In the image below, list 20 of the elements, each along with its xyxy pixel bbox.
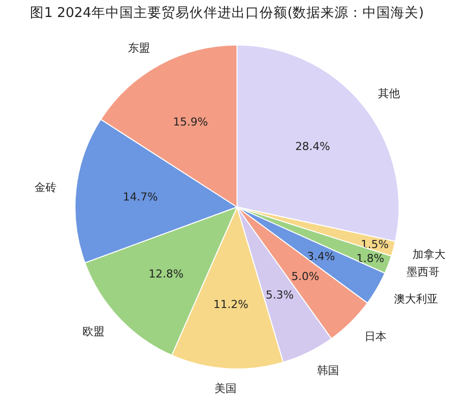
data-label: 14.7%: [122, 190, 158, 204]
slice-label: 其他: [378, 87, 400, 100]
data-label: 11.2%: [213, 298, 248, 312]
slice-label: 韩国: [316, 364, 339, 377]
slice-label: 墨西哥: [406, 266, 440, 279]
data-label: 28.4%: [295, 140, 330, 153]
data-label: 3.4%: [306, 250, 335, 263]
slice-label: 澳大利亚: [394, 292, 438, 306]
data-label: 15.9%: [172, 116, 208, 129]
slice-label: 金砖: [34, 181, 57, 194]
data-label: 5.0%: [291, 270, 320, 284]
slice-label: 加拿大: [412, 248, 446, 261]
slice-label: 欧盟: [82, 325, 105, 338]
slice-label: 东盟: [128, 42, 150, 55]
slice-label: 日本: [364, 330, 386, 344]
chart-title: 图1 2024年中国主要贸易伙伴进出口份额(数据来源：中国海关): [30, 5, 424, 21]
data-label: 5.3%: [266, 288, 294, 302]
slice-label: 美国: [214, 382, 237, 396]
data-label: 1.8%: [356, 252, 384, 265]
data-label: 12.8%: [148, 268, 184, 281]
